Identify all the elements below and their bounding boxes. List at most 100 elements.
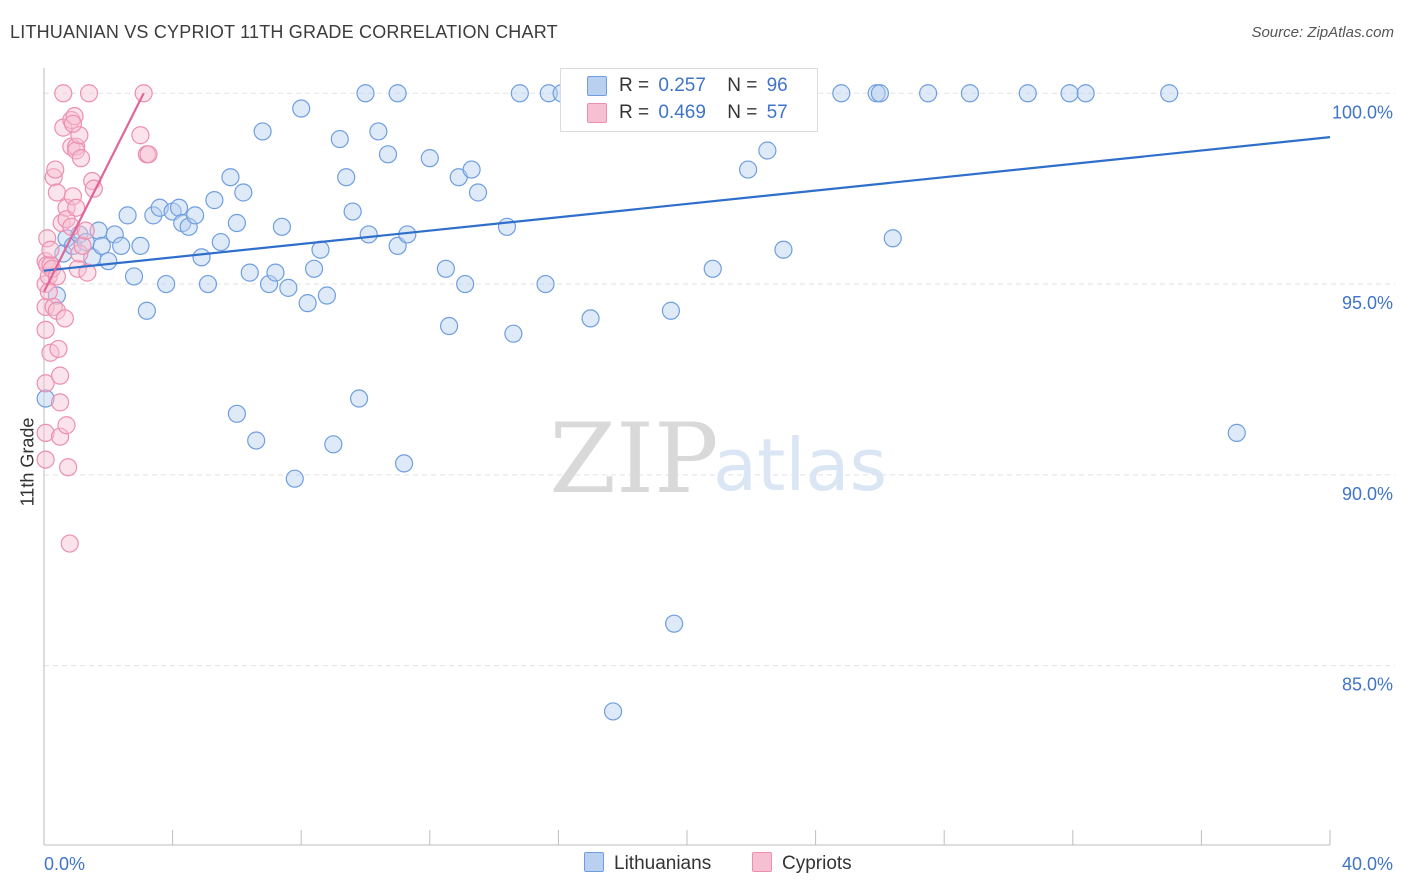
cypriot-point bbox=[139, 145, 158, 164]
lithuanian-point bbox=[105, 225, 124, 244]
lithuanian-point bbox=[919, 84, 938, 103]
stats-legend: R = 0.257 N = 96 R = 0.469 N = 57 bbox=[560, 68, 818, 132]
lithuanian-point bbox=[272, 217, 292, 236]
lithuanian-point bbox=[304, 259, 324, 278]
lithuanian-point bbox=[394, 454, 414, 473]
cypriot-point bbox=[55, 309, 74, 328]
lithuanian-point bbox=[420, 149, 439, 168]
lithuanian-point bbox=[227, 213, 246, 233]
lithuanian-point bbox=[253, 122, 272, 141]
cypriot-point bbox=[65, 107, 84, 126]
y-tick-label: 95.0% bbox=[1342, 293, 1393, 313]
legend-stats-cypriots: R = 0.469 N = 57 bbox=[619, 102, 788, 123]
lithuanian-point bbox=[92, 236, 111, 256]
lithuanian-point bbox=[279, 278, 298, 297]
lithuanian-point bbox=[205, 191, 224, 210]
legend-swatch-blue bbox=[587, 76, 607, 96]
lithuanian-point bbox=[211, 232, 230, 252]
cypriot-point bbox=[38, 229, 57, 248]
legend-label-lithuanians: Lithuanians bbox=[614, 853, 712, 874]
y-tick-label: 90.0% bbox=[1342, 484, 1393, 504]
lithuanian-point bbox=[581, 309, 600, 328]
lithuanian-point bbox=[738, 160, 758, 179]
cypriot-point bbox=[67, 137, 86, 156]
cypriot-point bbox=[59, 458, 78, 477]
lithuanian-point bbox=[536, 274, 555, 294]
legend-swatch-pink bbox=[587, 103, 607, 123]
cypriot-point bbox=[36, 374, 55, 393]
lithuanian-point bbox=[439, 316, 459, 336]
y-tick-label: 100.0% bbox=[1332, 102, 1393, 122]
lithuanian-point bbox=[349, 389, 369, 408]
lithuanian-point bbox=[144, 206, 163, 225]
cypriot-point bbox=[79, 84, 99, 103]
lithuanian-point bbox=[124, 267, 144, 286]
cypriot-point bbox=[67, 198, 86, 217]
trend-lines bbox=[43, 92, 1331, 293]
cypriot-point bbox=[76, 221, 95, 240]
lithuanian-point bbox=[324, 435, 343, 454]
lithuanian-point bbox=[504, 324, 523, 343]
cypriot-point bbox=[36, 450, 55, 469]
cypriot-point bbox=[78, 263, 97, 282]
lithuanian-point bbox=[510, 84, 529, 103]
lithuanian-point bbox=[1076, 84, 1095, 103]
lithuanian-point bbox=[298, 294, 317, 313]
lithuanian-point bbox=[317, 286, 337, 305]
lithuanian-point bbox=[137, 301, 156, 320]
watermark-atlas: atlas bbox=[713, 423, 887, 507]
lithuanian-point bbox=[468, 183, 488, 202]
lithuanian-point bbox=[774, 240, 793, 259]
lithuanian-point bbox=[462, 160, 481, 179]
cypriot-point bbox=[131, 126, 150, 145]
cypriot-point bbox=[60, 534, 79, 553]
lithuanians-trend-line bbox=[43, 136, 1331, 272]
cypriots-trend-line bbox=[43, 92, 145, 293]
lithuanian-point bbox=[186, 206, 205, 225]
cypriot-point bbox=[70, 126, 89, 145]
lithuanian-point bbox=[240, 263, 259, 282]
lithuanian-point bbox=[870, 84, 890, 103]
chart-title: LITHUANIAN VS CYPRIOT 11TH GRADE CORRELA… bbox=[10, 22, 558, 42]
lithuanian-point bbox=[157, 274, 176, 294]
cypriot-point bbox=[54, 84, 73, 103]
lithuanian-point bbox=[661, 301, 681, 320]
y-tick-label: 85.0% bbox=[1342, 675, 1393, 695]
lithuanian-point bbox=[36, 389, 55, 408]
gridlines bbox=[44, 92, 1395, 667]
lithuanian-point bbox=[131, 236, 150, 256]
legend-stats-lithuanians: R = 0.257 N = 96 bbox=[619, 75, 788, 96]
legend-cypriots: Cypriots bbox=[752, 852, 852, 875]
lithuanian-point bbox=[703, 259, 722, 278]
lithuanian-point bbox=[1060, 84, 1079, 103]
lithuanian-point bbox=[112, 236, 131, 256]
lithuanian-point bbox=[603, 702, 623, 721]
lithuanian-point bbox=[665, 614, 684, 633]
cypriot-point bbox=[71, 149, 91, 168]
lithuanian-point bbox=[369, 122, 388, 141]
lithuanian-point bbox=[292, 99, 311, 118]
lithuanian-point bbox=[758, 141, 777, 160]
legend-swatch-lithuanians bbox=[584, 852, 604, 872]
axes bbox=[43, 68, 1331, 846]
legend-lithuanians: Lithuanians bbox=[584, 852, 711, 875]
lithuanian-point bbox=[497, 217, 517, 236]
lithuanian-point bbox=[118, 206, 137, 225]
cypriot-point bbox=[39, 282, 58, 301]
lithuanian-point bbox=[960, 84, 980, 103]
lithuanian-point bbox=[285, 469, 304, 488]
legend-swatch-cypriots bbox=[752, 852, 772, 872]
lithuanian-point bbox=[234, 183, 253, 202]
cypriot-point bbox=[63, 187, 83, 206]
tick-labels: 85.0% 90.0% 95.0% 100.0% 0.0% 40.0% bbox=[44, 102, 1393, 874]
lithuanian-point bbox=[227, 404, 246, 423]
lithuanian-point bbox=[456, 274, 475, 294]
lithuanian-point bbox=[436, 259, 455, 278]
cypriot-point bbox=[46, 160, 65, 179]
lithuanian-point bbox=[388, 84, 407, 103]
lithuanian-point bbox=[883, 229, 902, 248]
lithuanian-point bbox=[221, 168, 240, 187]
lithuanian-point bbox=[311, 240, 330, 259]
lithuanian-point bbox=[1227, 423, 1246, 442]
